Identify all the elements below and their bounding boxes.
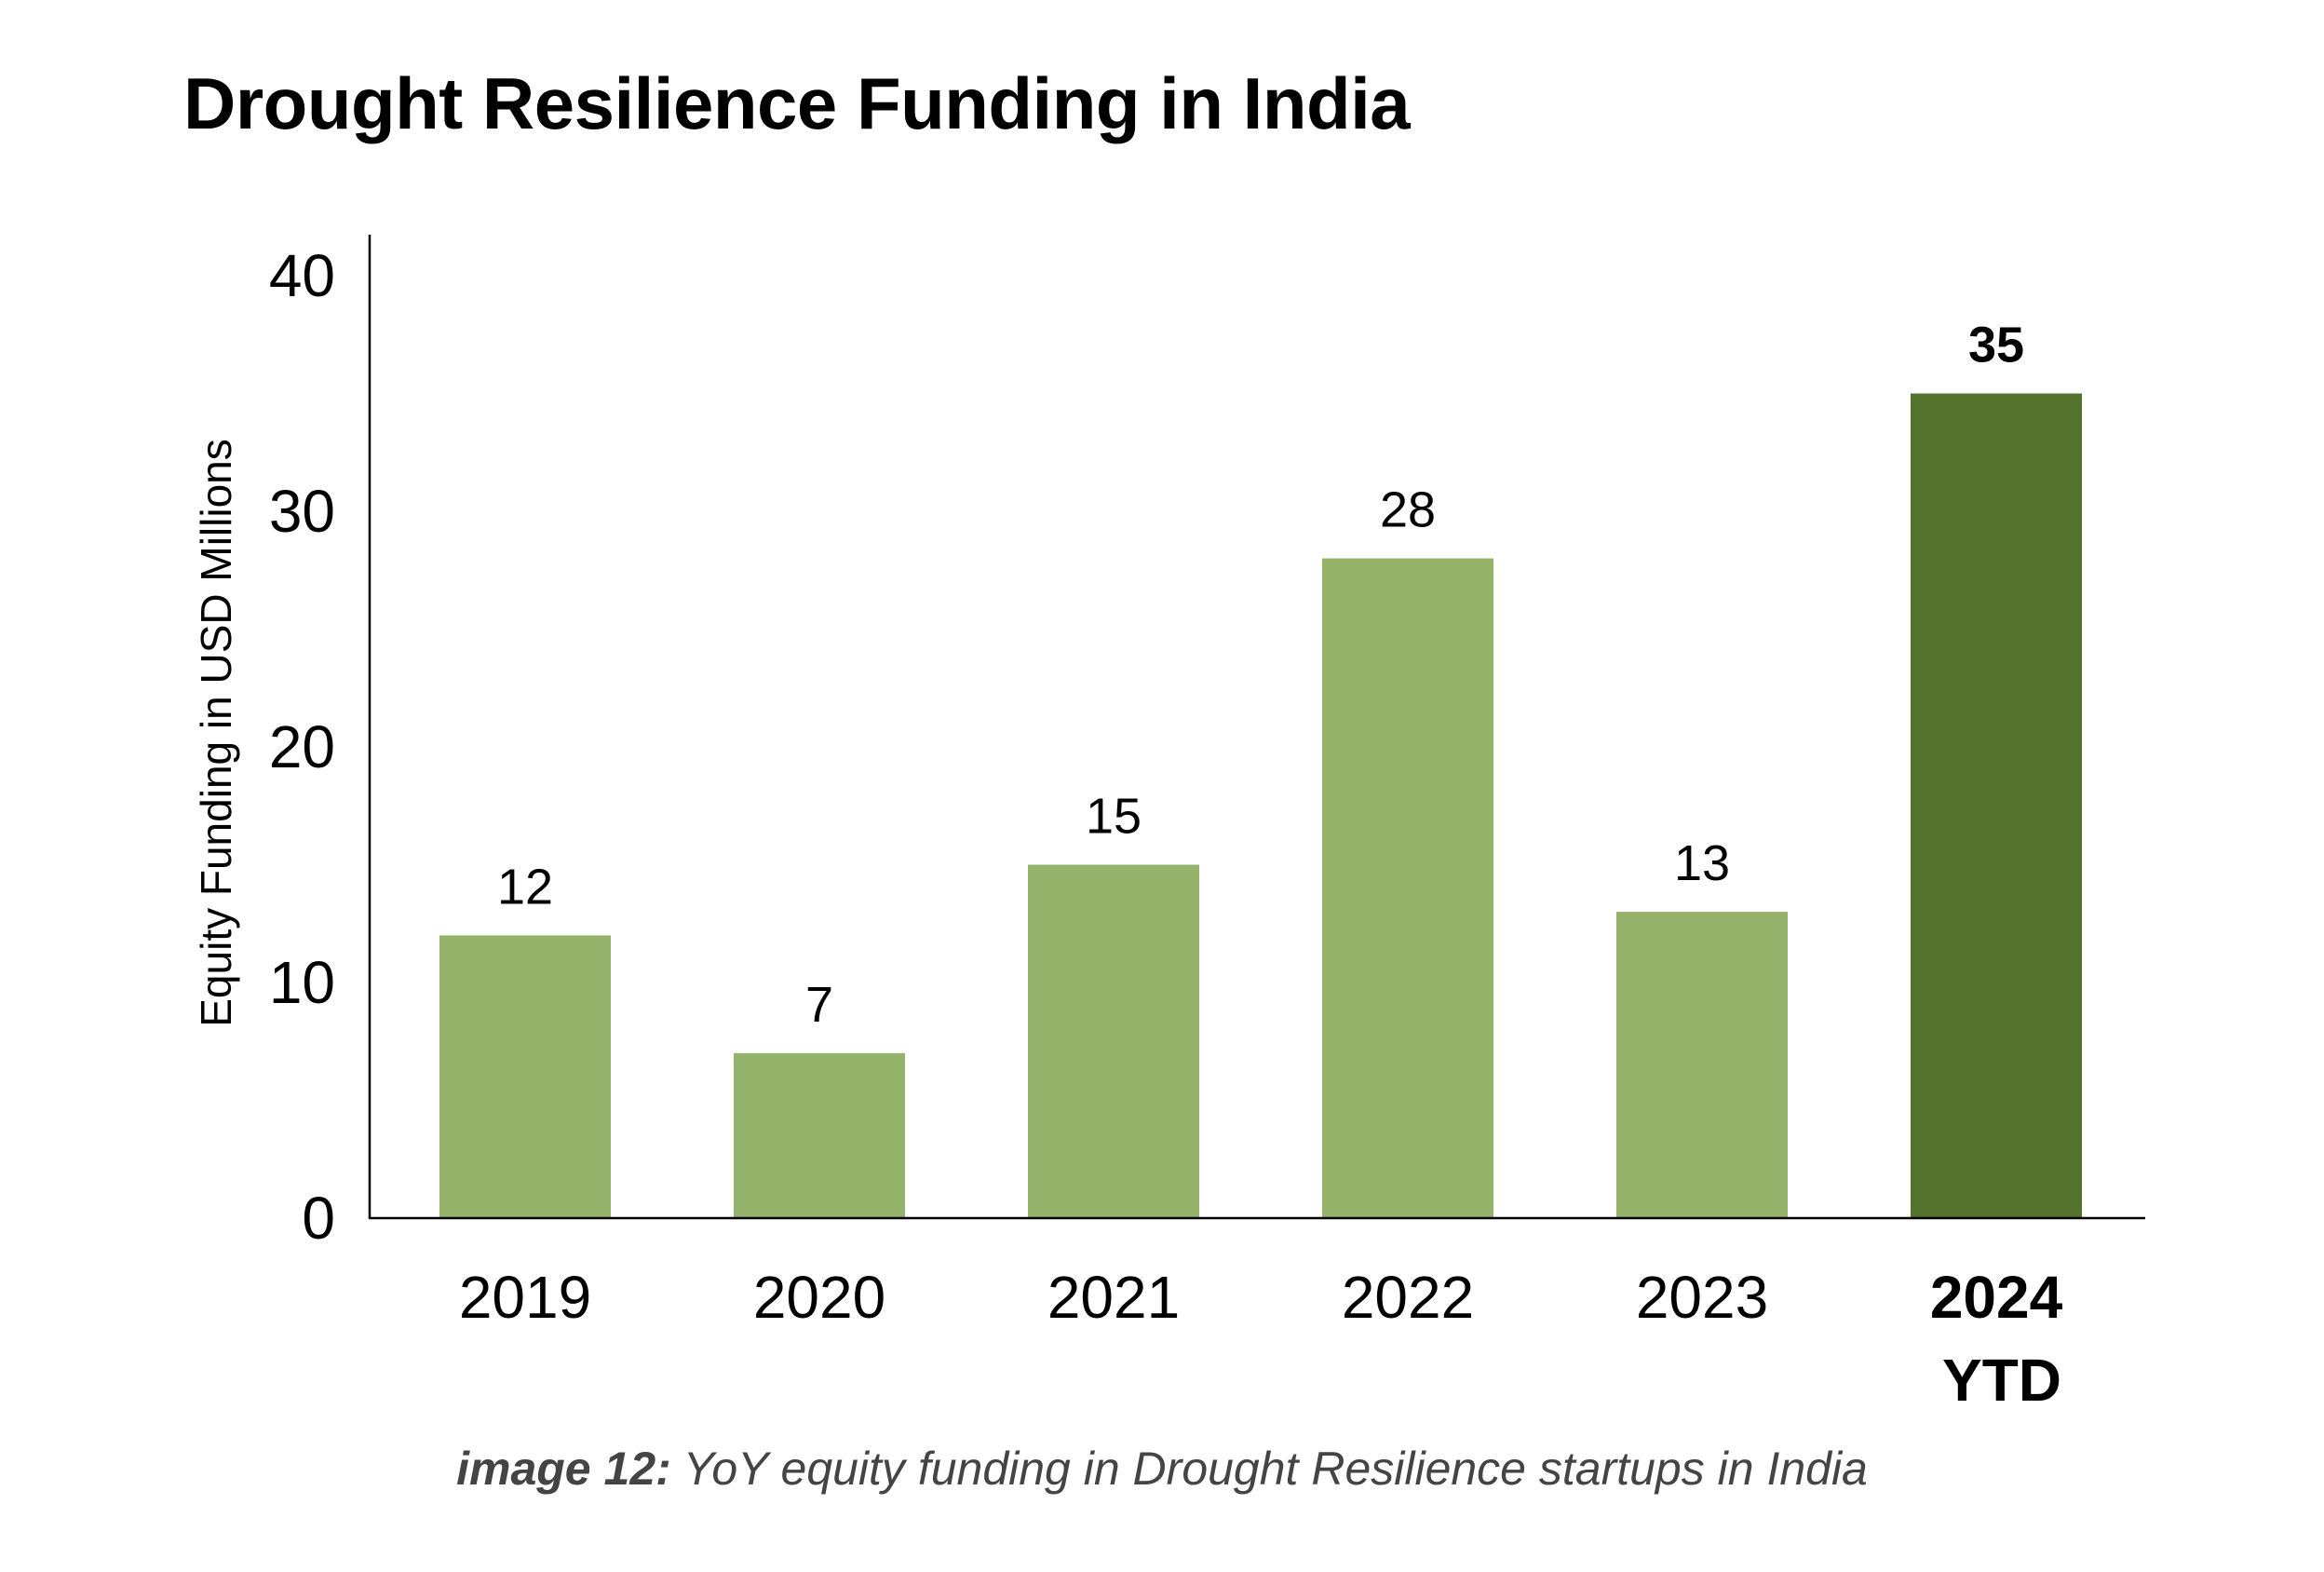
data-label: 7 <box>805 977 833 1033</box>
y-axis-ticks: 0 10 20 30 40 <box>269 242 335 1252</box>
y-tick-label: 20 <box>269 713 335 780</box>
y-tick-label: 40 <box>269 242 335 309</box>
y-tick-label: 30 <box>269 478 335 545</box>
x-tick-label: 2021 <box>1047 1264 1180 1331</box>
x-tick-label: 2023 <box>1636 1264 1768 1331</box>
bar-2022 <box>1322 558 1493 1218</box>
figure-caption: image 12: YoY equity funding in Drought … <box>0 1442 2324 1496</box>
x-tick-label: 2020 <box>753 1264 885 1331</box>
data-labels: 12 7 15 28 13 35 <box>497 318 2024 1033</box>
bar-2020 <box>734 1052 905 1218</box>
x-tick-label: 2022 <box>1342 1264 1474 1331</box>
chart-title: Drought Resilience Funding in India <box>183 62 1411 144</box>
y-axis-label: Equity Funding in USD Millions <box>192 439 240 1027</box>
x-tick-label: 2019 <box>459 1264 591 1331</box>
y-tick-label: 0 <box>302 1185 335 1252</box>
x-tick-label-line2: YTD <box>1942 1347 2061 1414</box>
bar-2023 <box>1616 912 1788 1218</box>
bar-2021 <box>1028 864 1199 1218</box>
bars <box>439 393 2082 1218</box>
data-label: 12 <box>497 859 553 915</box>
x-axis-ticks: 2019 2020 2021 2022 2023 2024 YTD <box>459 1264 2063 1414</box>
caption-text: YoY equity funding in Drought Resilience… <box>670 1443 1868 1495</box>
y-tick-label: 10 <box>269 949 335 1016</box>
data-label: 28 <box>1380 482 1436 538</box>
data-label: 13 <box>1674 835 1730 891</box>
x-tick-label: 2024 <box>1930 1264 2063 1331</box>
bar-2019 <box>439 935 611 1218</box>
caption-label: image 12: <box>456 1443 671 1495</box>
bar-2024 <box>1911 393 2082 1218</box>
data-label: 15 <box>1086 789 1142 845</box>
data-label: 35 <box>1968 318 2024 373</box>
